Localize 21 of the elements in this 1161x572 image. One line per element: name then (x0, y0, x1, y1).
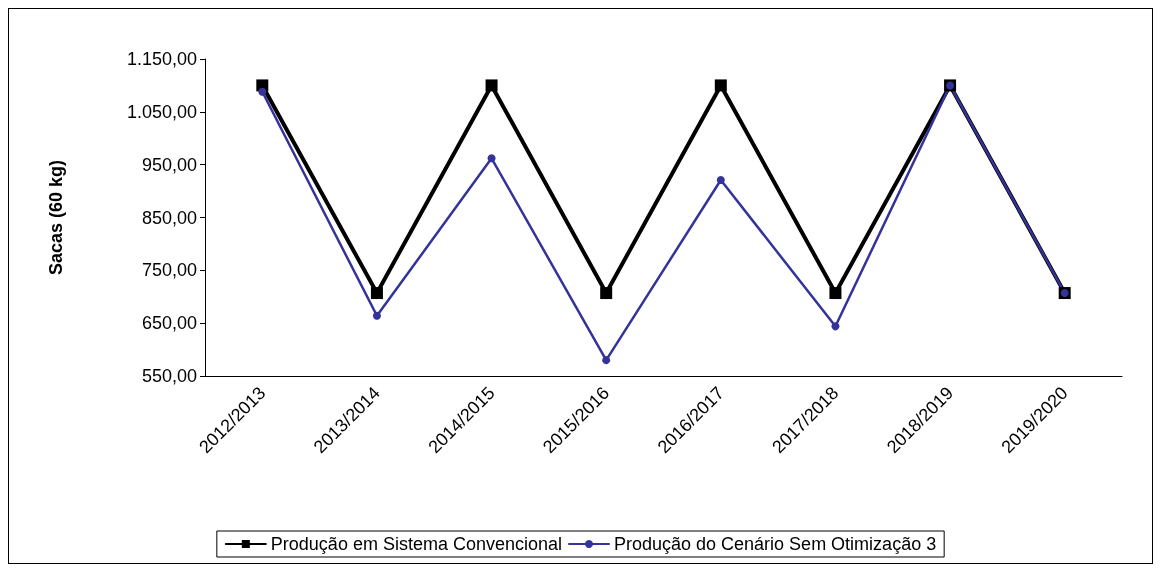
point (714, 79, 727, 92)
y-tick-label: 950,00 (141, 154, 197, 175)
y-axis-title: Sacas (60 kg) (46, 159, 66, 276)
point (716, 175, 725, 184)
point (831, 322, 840, 331)
point (370, 287, 383, 300)
point (602, 356, 611, 365)
y-tick-label: 750,00 (141, 260, 197, 281)
legend-label: Produção do Cenário Sem Otimização 3 (614, 534, 937, 554)
point (487, 154, 496, 163)
point (258, 87, 267, 96)
point (600, 287, 613, 300)
legend-label: Produção em Sistema Convencional (270, 534, 562, 554)
y-tick-label: 1.150,00 (126, 49, 197, 69)
y-tick-label: 1.050,00 (126, 101, 197, 122)
point (485, 79, 498, 92)
y-tick-label: 550,00 (141, 366, 197, 386)
point (829, 287, 842, 300)
y-tick-label: 650,00 (141, 313, 197, 334)
y-tick-label: 850,00 (141, 207, 197, 228)
point (372, 311, 381, 320)
